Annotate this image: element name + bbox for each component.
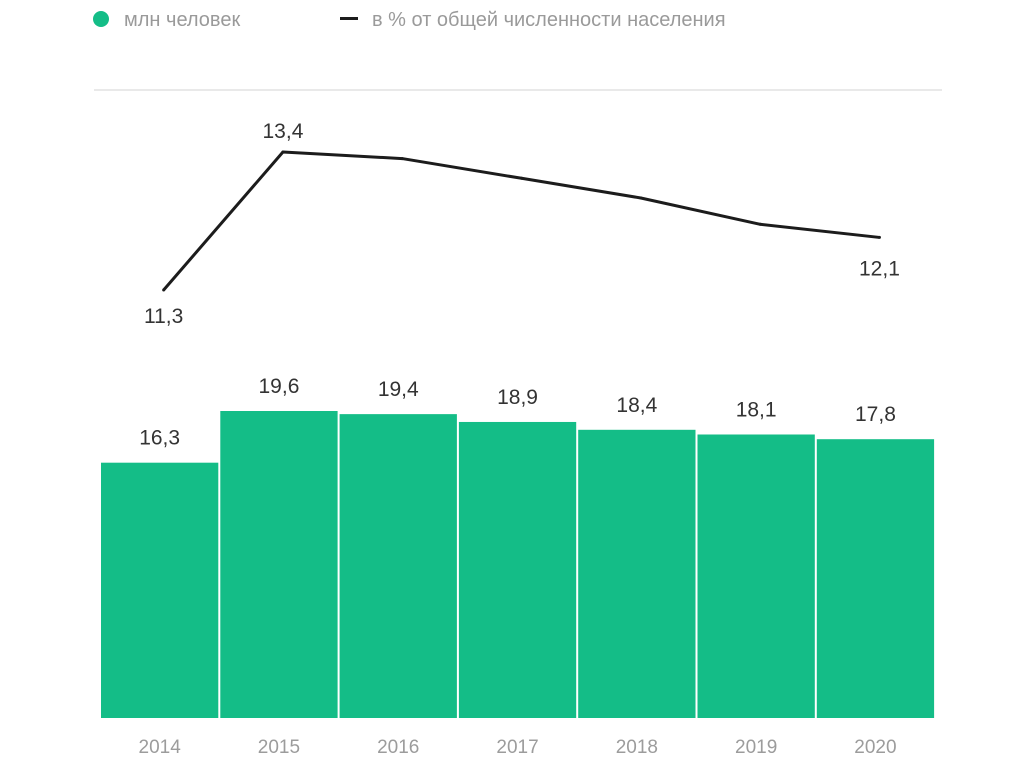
line-point-2014 <box>162 288 166 292</box>
bar-label-2020: 17,8 <box>855 403 896 426</box>
bar-2016 <box>339 414 457 718</box>
bar-2015 <box>220 411 338 718</box>
bar-2014 <box>101 462 219 718</box>
x-tick-2015: 2015 <box>258 737 300 758</box>
x-tick-2017: 2017 <box>496 737 538 758</box>
line-point-2016 <box>400 157 404 161</box>
legend-dash-line <box>340 17 358 20</box>
bar-label-2019: 18,1 <box>736 398 777 421</box>
line-point-2018 <box>639 196 643 200</box>
line-point-2019 <box>758 222 762 226</box>
line-point-2015 <box>281 150 285 154</box>
legend-label-bars: млн человек <box>124 9 240 31</box>
bar-label-2014: 16,3 <box>139 427 180 450</box>
bar-2018 <box>578 429 696 718</box>
line-label-2020: 12,1 <box>859 257 900 280</box>
x-tick-2018: 2018 <box>616 737 658 758</box>
bar-label-2016: 19,4 <box>378 378 419 401</box>
line-point-2017 <box>520 176 524 180</box>
bar-2019 <box>697 434 815 718</box>
line-point-2020 <box>877 235 881 239</box>
legend: млн человек в % от общей численности нас… <box>93 9 726 31</box>
legend-dot-bars <box>93 11 109 27</box>
x-tick-2014: 2014 <box>139 737 182 758</box>
bar-2020 <box>816 439 935 718</box>
line-label-2015: 13,4 <box>263 120 304 143</box>
line-label-2014: 11,3 <box>144 305 183 328</box>
x-axis-ticks: 2014 2015 2016 2017 2018 2019 2020 <box>139 737 897 758</box>
line-layer: 11,3 13,4 12,1 <box>144 120 900 328</box>
bar-label-2017: 18,9 <box>497 386 538 409</box>
bars <box>101 411 935 718</box>
x-tick-2020: 2020 <box>854 737 896 758</box>
x-tick-2016: 2016 <box>377 737 419 758</box>
bar-label-2018: 18,4 <box>616 394 657 417</box>
line-series <box>162 150 880 291</box>
x-tick-2019: 2019 <box>735 737 777 758</box>
bar-labels: 16,3 19,6 19,4 18,9 18,4 18,1 17,8 <box>139 375 896 450</box>
bar-2017 <box>458 421 577 718</box>
bar-label-2015: 19,6 <box>259 375 300 398</box>
legend-label-line: в % от общей численности населения <box>372 9 726 31</box>
